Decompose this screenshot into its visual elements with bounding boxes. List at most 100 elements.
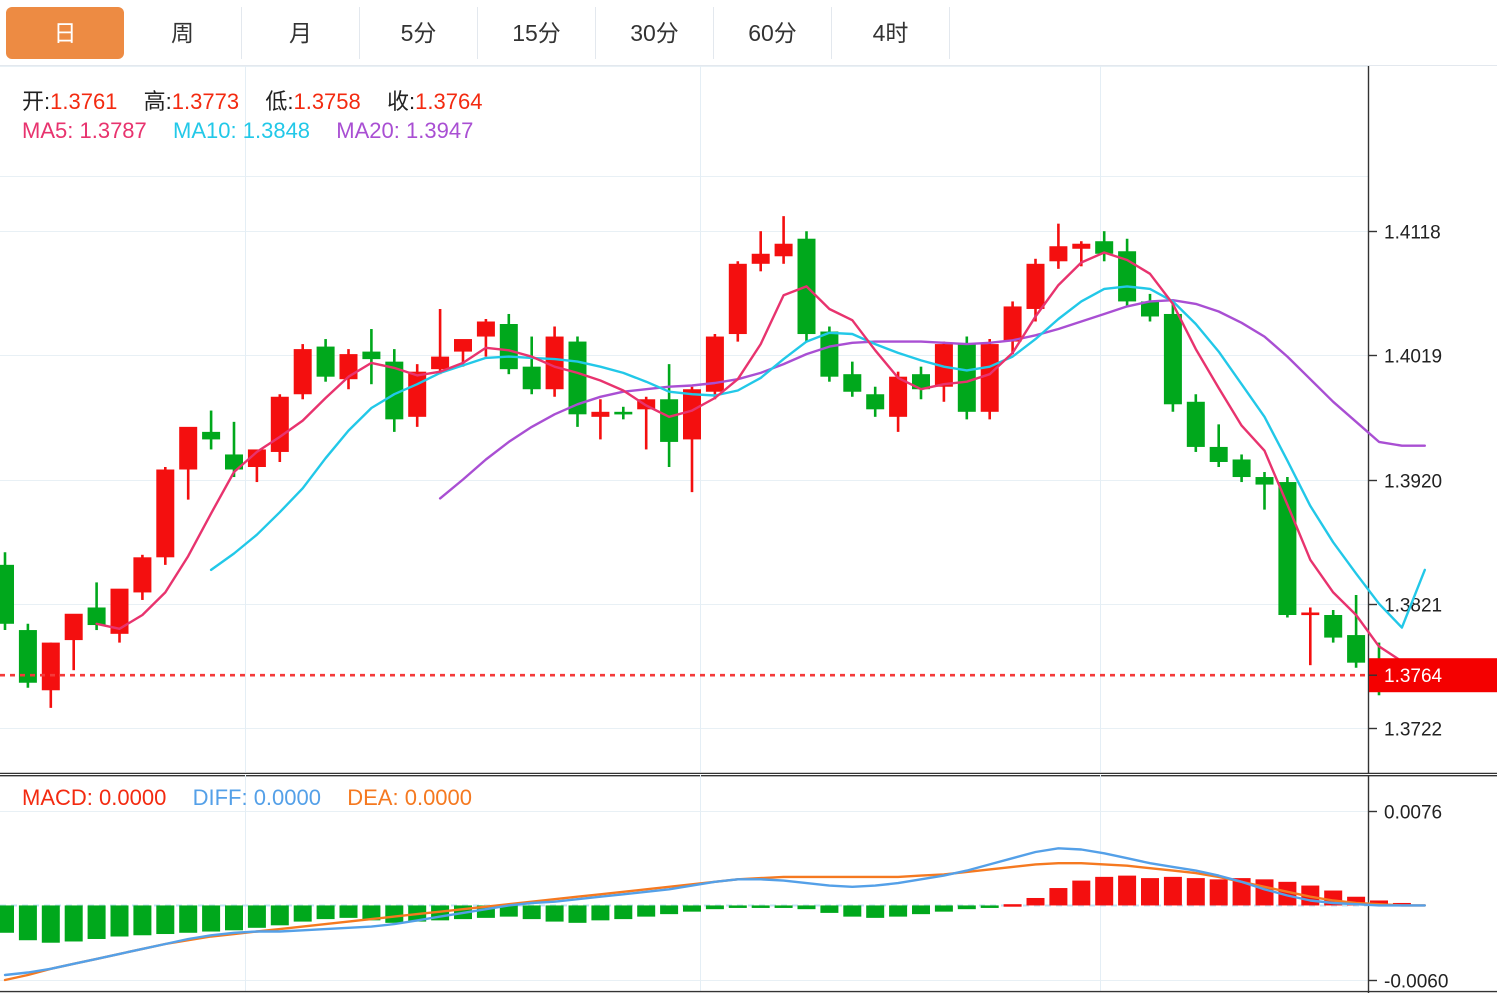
macd-bar — [705, 905, 724, 910]
macd-bar — [385, 905, 404, 923]
tab-label: 30分 — [630, 20, 679, 46]
candle — [293, 344, 312, 400]
candle — [156, 467, 175, 565]
candle — [568, 336, 587, 427]
tab-3[interactable]: 月 — [242, 7, 360, 59]
macd-bar — [202, 905, 221, 932]
candle — [1324, 609, 1343, 643]
macd-bar — [1141, 878, 1159, 906]
candle — [1003, 301, 1022, 355]
macd-bar — [934, 905, 953, 912]
macd-bar — [499, 905, 518, 917]
ma10-label: MA10: — [173, 118, 237, 143]
macd-bar — [247, 905, 266, 928]
candle — [1141, 293, 1159, 322]
candle — [1026, 258, 1045, 322]
macd-panel[interactable]: 0.0076 -0.0060 MACD: 0.0000 DIFF: 0.0000 … — [0, 775, 1497, 993]
macd-bar — [889, 905, 908, 917]
macd-bar — [637, 905, 656, 917]
tab-label: 60分 — [748, 20, 797, 46]
candle — [683, 386, 701, 493]
ma5-value: 1.3787 — [79, 118, 147, 143]
macd-bar — [1049, 888, 1068, 906]
tab-2[interactable]: 周 — [124, 7, 242, 59]
macd-line — [3, 847, 1426, 977]
candle — [385, 349, 404, 432]
macd-value: 0.0000 — [99, 785, 167, 810]
candle — [1209, 424, 1228, 467]
candle — [247, 449, 266, 483]
candle — [774, 216, 793, 264]
chart-area[interactable]: 1.4118 1.4019 1.3920 1.3821 1.3722 1.3764 开:1… — [0, 66, 1497, 993]
tab-7[interactable]: 60分 — [714, 7, 832, 59]
tab-8[interactable]: 4时 — [832, 7, 950, 59]
low-label: 低: — [265, 89, 294, 114]
candle — [133, 554, 152, 600]
tab-label: 5分 — [400, 20, 437, 46]
candle — [270, 394, 289, 462]
macd-bar — [820, 905, 839, 913]
macd-bar — [843, 905, 862, 917]
macd-axis-label: -0.0060 — [1384, 972, 1448, 993]
ma-line — [438, 299, 1426, 500]
macd-label: MACD: — [22, 785, 93, 810]
macd-bar — [362, 905, 381, 921]
ma-line — [95, 251, 1426, 676]
price-axis-label: 1.3821 — [1384, 596, 1442, 617]
macd-bar — [1209, 879, 1228, 906]
ma20-value: 1.3947 — [406, 118, 474, 143]
macd-bar — [912, 905, 930, 915]
candle — [705, 334, 724, 400]
candle — [751, 231, 770, 272]
high-value: 1.3773 — [171, 89, 240, 114]
diff-value: 0.0000 — [253, 785, 321, 810]
candle — [728, 261, 747, 342]
candle — [1118, 238, 1137, 307]
tab-label: 月 — [289, 20, 312, 46]
candle — [0, 552, 14, 631]
tab-label: 4时 — [872, 20, 909, 46]
macd-bar — [1186, 878, 1205, 906]
price-panel[interactable]: 1.4118 1.4019 1.3920 1.3821 1.3722 1.3764 开:1… — [0, 66, 1497, 774]
candle — [1095, 231, 1114, 262]
macd-bar — [751, 905, 770, 908]
tab-1[interactable]: 日 — [6, 7, 124, 59]
tab-5[interactable]: 15分 — [478, 7, 596, 59]
tab-6[interactable]: 30分 — [596, 7, 714, 59]
candle — [545, 326, 564, 397]
macd-bar — [591, 905, 610, 921]
low-value: 1.3758 — [293, 89, 361, 114]
current-price-badge — [1369, 658, 1497, 693]
candle — [476, 318, 495, 357]
candle — [179, 426, 198, 500]
candle — [843, 361, 862, 397]
macd-bar — [614, 905, 633, 920]
candle — [316, 339, 335, 382]
dea-value: 0.0000 — [404, 785, 473, 810]
macd-bar — [1255, 879, 1274, 906]
price-candlestick-svg: 1.4118 1.4019 1.3920 1.3821 1.3722 1.3764 — [0, 66, 1497, 774]
candle — [18, 623, 37, 688]
macd-bar — [1347, 896, 1366, 906]
candle — [499, 313, 518, 375]
macd-bar — [1026, 897, 1045, 906]
macd-bar — [774, 905, 793, 908]
diff-label: DIFF: — [192, 785, 248, 810]
timeframe-tabbar: 日 周 月 5分 15分 30分 60分 4时 — [0, 0, 1497, 66]
macd-bar — [660, 905, 679, 915]
candle — [202, 410, 221, 450]
macd-bar — [866, 905, 885, 918]
ma5-label: MA5: — [22, 118, 74, 143]
macd-bar — [270, 905, 289, 926]
macd-bar — [1003, 904, 1022, 907]
dea-label: DEA: — [347, 785, 399, 810]
macd-bar — [41, 905, 60, 943]
candle — [934, 341, 953, 402]
macd-bar — [339, 905, 358, 918]
macd-bar — [1370, 900, 1388, 906]
macd-bar — [683, 905, 701, 912]
tab-4[interactable]: 5分 — [360, 7, 478, 59]
macd-bar — [0, 905, 14, 933]
macd-bar — [1232, 878, 1251, 906]
candle — [87, 582, 106, 631]
